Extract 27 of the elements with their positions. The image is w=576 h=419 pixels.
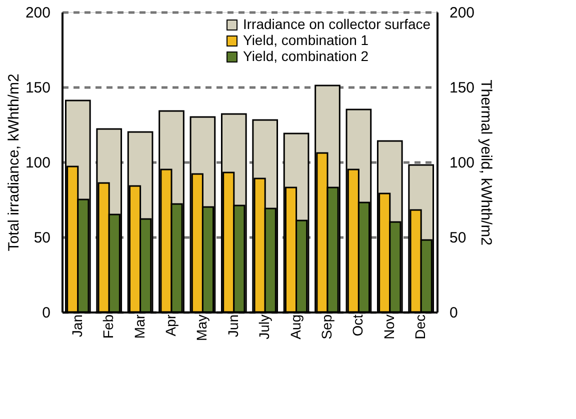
legend-label: Irradiance on collector surface	[243, 16, 431, 32]
y2-axis-title: Thermal yeild, kWhth/m2	[478, 80, 495, 246]
x-tick-label: May	[194, 314, 210, 341]
legend-label: Yield, combination 2	[243, 48, 369, 64]
y2-tick-label: 150	[450, 80, 475, 96]
y-axis-title: Total irradiance, kWhth/m2	[5, 74, 22, 252]
y2-tick-label: 50	[450, 230, 466, 246]
legend-label: Yield, combination 1	[243, 32, 369, 48]
x-tick-label: Mar	[131, 314, 148, 339]
x-tick-label: Nov	[380, 314, 397, 340]
y-tick-label: 150	[25, 80, 50, 96]
y-tick-label: 200	[25, 4, 50, 22]
x-tick-label: Jan	[68, 314, 85, 338]
y2-tick-label: 200	[450, 4, 475, 22]
y2-tick-label: 0	[450, 304, 458, 322]
x-tick-label: Dec	[412, 314, 428, 340]
x-tick-label: July	[256, 314, 272, 340]
x-tick-label: Sep	[318, 314, 334, 340]
x-tick-label: Apr	[162, 314, 179, 336]
y-tick-label: 50	[34, 230, 50, 246]
x-tick-label: Aug	[287, 314, 304, 340]
y2-tick-label: 100	[450, 154, 475, 172]
x-tick-label: Oct	[350, 314, 366, 336]
y-tick-label: 0	[42, 304, 50, 322]
y-tick-label: 100	[25, 154, 50, 172]
x-tick-label: Feb	[100, 314, 116, 339]
x-tick-label: Jun	[224, 314, 241, 338]
